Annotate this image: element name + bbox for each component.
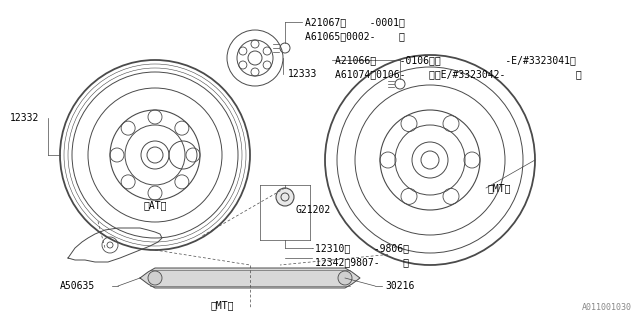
Text: 〈MT〉: 〈MT〉 (211, 300, 234, 310)
Circle shape (338, 271, 352, 285)
Text: 〈AT〉: 〈AT〉 (143, 200, 167, 210)
Text: 〈MT〉: 〈MT〉 (488, 183, 511, 193)
Text: 12310〈    -9806〉: 12310〈 -9806〉 (315, 243, 409, 253)
Polygon shape (140, 268, 360, 288)
Text: G21202: G21202 (295, 205, 330, 215)
Text: 30216: 30216 (385, 281, 414, 291)
Text: A50635: A50635 (60, 281, 95, 291)
Circle shape (148, 271, 162, 285)
Text: A21067〈    -0001〉: A21067〈 -0001〉 (305, 17, 405, 27)
Text: A61074〈0106-    〉〈E/#3323042-            〉: A61074〈0106- 〉〈E/#3323042- 〉 (335, 69, 582, 79)
Text: 12332: 12332 (10, 113, 40, 123)
Text: 12333: 12333 (288, 69, 317, 79)
Circle shape (276, 188, 294, 206)
Text: 12342〈9807-    〉: 12342〈9807- 〉 (315, 257, 409, 267)
Text: A011001030: A011001030 (582, 303, 632, 312)
Text: A21066〈    -0106〉〈           -E/#3323041〉: A21066〈 -0106〉〈 -E/#3323041〉 (335, 55, 576, 65)
Text: A61065〈0002-    〉: A61065〈0002- 〉 (305, 31, 405, 41)
